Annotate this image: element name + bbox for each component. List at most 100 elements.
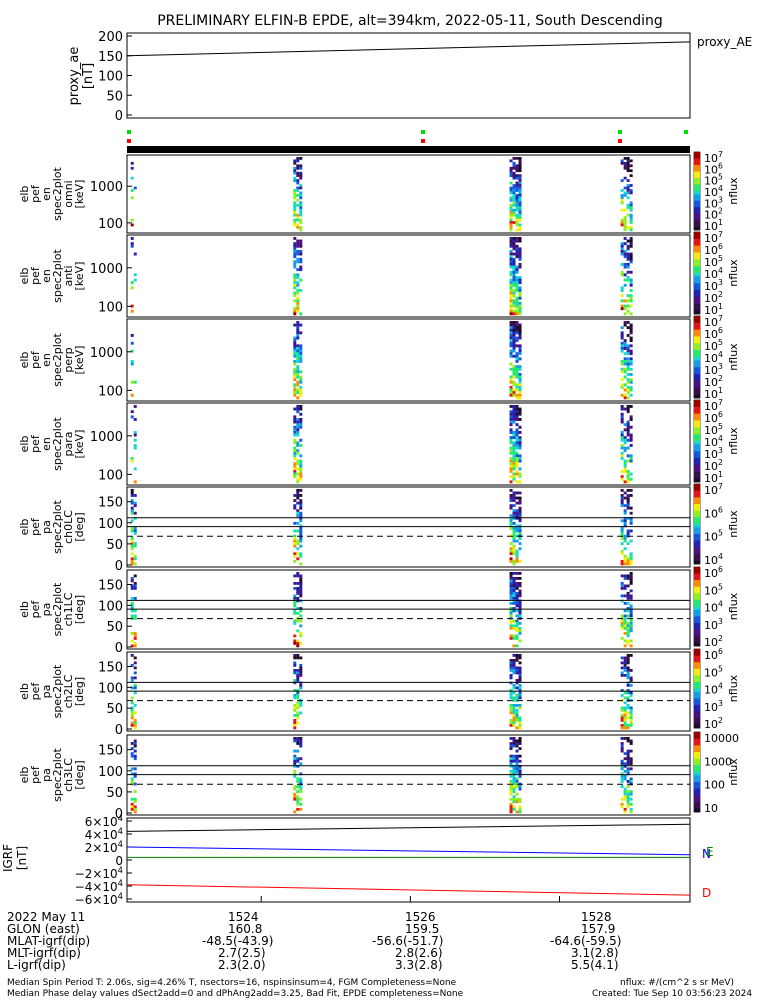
flux-cell <box>293 360 297 363</box>
igrf-tick-label: 6×104 <box>85 813 123 829</box>
flux-cell <box>629 624 633 628</box>
colorbar-swatch <box>694 652 700 656</box>
flux-cell <box>293 347 297 350</box>
colorbar-swatch <box>694 510 700 515</box>
flux-cell <box>623 250 627 253</box>
flux-cell <box>293 378 297 382</box>
flux-cell <box>130 584 134 588</box>
igrf-tick-label: −6×104 <box>75 891 123 907</box>
flux-cell <box>296 696 300 700</box>
flux-cell <box>515 252 519 256</box>
flux-cell <box>512 599 516 603</box>
colorbar-swatch <box>694 570 700 574</box>
flux-cell <box>518 367 522 371</box>
pa-tick-label: 100 <box>98 765 123 780</box>
flux-cell <box>620 289 624 292</box>
flux-cell <box>130 244 134 248</box>
colorbar-tick-label: 101 <box>704 302 723 317</box>
flux-cell <box>293 307 297 311</box>
flux-cell <box>299 632 303 635</box>
flux-cell <box>299 472 303 476</box>
flux-cell <box>296 737 300 740</box>
flux-cell <box>296 459 300 463</box>
flux-cell <box>293 449 297 453</box>
colorbar-swatch <box>694 155 700 159</box>
flux-cell <box>518 164 522 168</box>
pa-tick-label: 50 <box>106 620 123 635</box>
flux-cell <box>296 529 300 533</box>
flux-cell <box>626 475 630 479</box>
colorbar-tick-label: 107 <box>704 398 723 413</box>
flux-cell <box>620 661 624 665</box>
flux-cell <box>293 656 297 660</box>
flux-cell <box>626 607 630 610</box>
flux-cell <box>620 208 624 212</box>
footer-note-2: Median Phase delay values dSect2add=0 an… <box>7 989 464 999</box>
flux-cell <box>515 659 519 662</box>
flux-cell <box>512 624 516 628</box>
chart-title: PRELIMINARY ELFIN-B EPDE, alt=394km, 202… <box>157 13 663 29</box>
flux-cell <box>626 186 630 190</box>
flux-cell <box>293 521 297 525</box>
flux-cell <box>623 370 627 374</box>
colorbar-tick-label: 105 <box>704 582 723 597</box>
flux-cell <box>626 378 630 382</box>
flux-cell <box>626 388 630 392</box>
flux-cell <box>293 587 297 590</box>
flux-cell <box>130 654 134 657</box>
colorbar-swatch <box>694 616 700 621</box>
flux-cell <box>296 360 300 363</box>
flux-cell <box>626 542 630 546</box>
flux-cell <box>509 321 513 324</box>
flux-cell <box>518 594 522 598</box>
flux-cell <box>512 184 516 187</box>
flux-cell <box>620 689 624 692</box>
flux-cell <box>509 594 513 598</box>
flux-cell <box>515 501 519 505</box>
flux-cell <box>623 769 627 773</box>
flux-cell <box>626 169 630 173</box>
flux-cell <box>512 304 516 308</box>
flux-cell <box>515 582 519 585</box>
flux-cell <box>130 410 134 414</box>
flux-cell <box>518 706 522 710</box>
flux-cell <box>620 161 624 165</box>
flux-cell <box>293 757 297 761</box>
flux-cell <box>299 186 303 190</box>
flux-cell <box>626 661 630 665</box>
flux-cell <box>133 790 137 794</box>
flux-cell <box>509 339 513 343</box>
flux-cell <box>515 247 519 251</box>
colorbar-tick-label: 107 <box>704 150 723 165</box>
flux-cell <box>509 475 513 479</box>
flux-cell <box>626 257 630 261</box>
flux-cell <box>629 216 633 219</box>
flux-cell <box>512 552 516 556</box>
flux-cell <box>626 602 630 605</box>
flux-cell <box>620 719 624 722</box>
flux-cell <box>515 352 519 356</box>
flux-cell <box>509 283 513 287</box>
flux-cell <box>299 711 303 715</box>
flux-cell <box>512 699 516 702</box>
pa-tick-label: 0 <box>115 641 123 656</box>
flux-cell <box>296 669 300 672</box>
flux-cell <box>518 418 522 421</box>
flux-cell <box>518 491 522 495</box>
colorbar-swatch <box>694 220 700 224</box>
flux-cell <box>629 425 633 429</box>
flux-cell <box>133 574 137 578</box>
flux-cell <box>515 742 519 745</box>
flux-cell <box>512 572 516 575</box>
flux-cell <box>626 792 630 796</box>
flux-cell <box>293 433 297 437</box>
flux-cell <box>299 425 303 429</box>
flux-cell <box>130 242 134 246</box>
energy-axis-label: spec2plot <box>51 333 64 387</box>
flux-cell <box>515 436 519 440</box>
flux-cell <box>299 391 303 395</box>
flux-cell <box>509 181 513 185</box>
flux-cell <box>512 244 516 248</box>
flux-cell <box>623 792 627 796</box>
flux-cell <box>515 196 519 200</box>
